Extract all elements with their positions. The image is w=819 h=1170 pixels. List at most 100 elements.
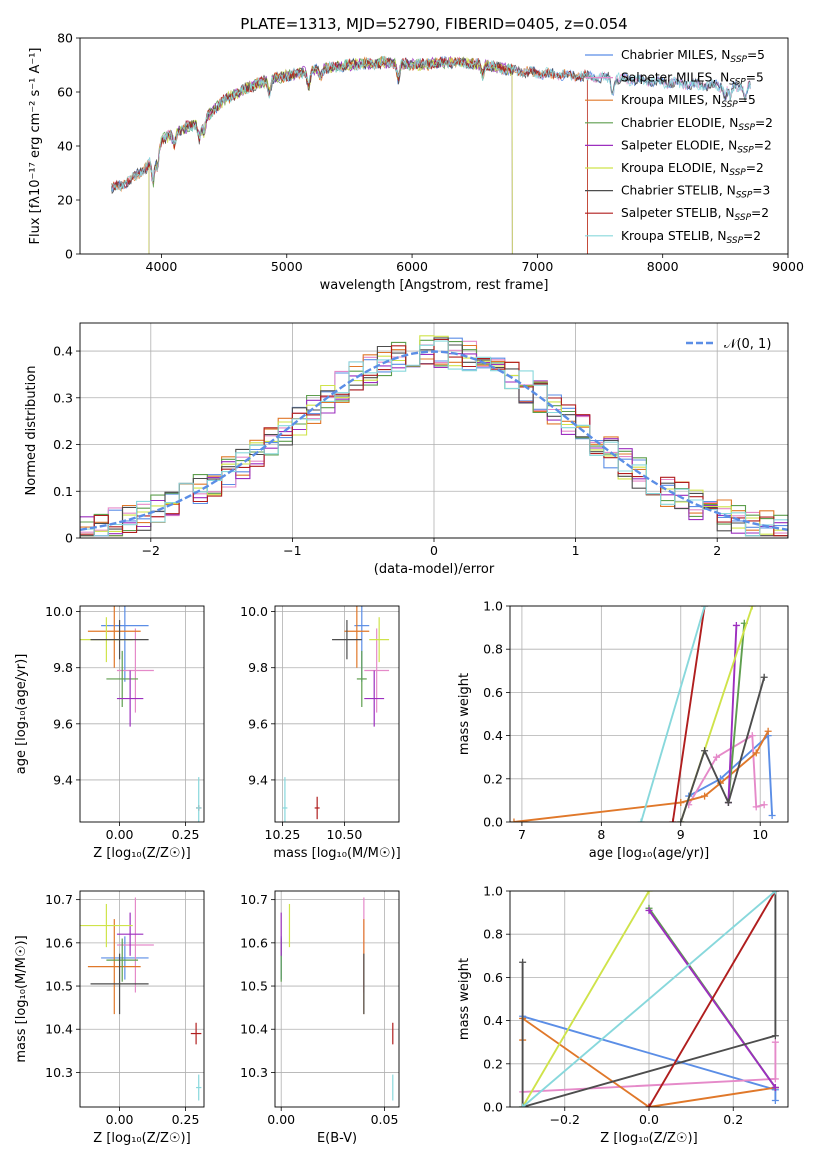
errorbar-point <box>356 650 367 707</box>
legend-text: Salpeter ELODIE, N <box>621 138 737 152</box>
legend-label: Salpeter ELODIE, NSSP=2 <box>621 138 772 155</box>
y-tick-label: 10.7 <box>45 892 73 907</box>
x-tick-label: −1 <box>283 543 301 558</box>
plot-area <box>519 891 779 1107</box>
y-tick-label: 0.2 <box>53 437 73 452</box>
axes-frame <box>79 37 789 255</box>
weight-marker <box>701 606 709 610</box>
weight-marker <box>771 1097 779 1105</box>
weight-marker <box>713 753 721 761</box>
legend-label: Kroupa MILES, NSSP=5 <box>621 93 756 110</box>
legend-text: Kroupa MILES, N <box>621 93 721 107</box>
x-tick-label: 4000 <box>146 259 178 274</box>
y-tick-label: 10.3 <box>240 1065 268 1080</box>
x-axis-label: Z [log₁₀(Z/Z☉)] <box>93 846 190 861</box>
errorbar-point <box>369 617 390 663</box>
y-tick-label: 0.4 <box>483 1013 503 1028</box>
y-tick-label: 10.7 <box>240 892 268 907</box>
y-tick-labels: 0.0 0.2 0.4 0.6 0.8 1.0 <box>483 884 510 1115</box>
axes-frame <box>79 890 205 1108</box>
y-tick-labels: 0 20 40 60 80 <box>57 31 80 262</box>
errorbar-point <box>314 796 320 820</box>
spectrum-line <box>110 56 751 192</box>
legend-subscript: SSP <box>729 168 746 178</box>
weight-marker <box>645 1103 653 1107</box>
x-tick-labels: 0.00 0.25 <box>106 1107 199 1127</box>
y-tick-labels: 9.4 9.6 9.8 10.0 <box>45 604 80 787</box>
errorbar-point <box>364 628 390 713</box>
y-tick-label: 0 <box>65 247 73 262</box>
y-tick-label: 9.8 <box>248 660 268 675</box>
legend-text: Salpeter STELIB, N <box>621 206 734 220</box>
panel-age_vs_mass: 10.25 10.50 9.4 9.6 9.8 10.0 mass [log₁₀(M/M☉)… <box>240 604 401 861</box>
panel-age_vs_Z: 0.00 0.25 9.4 9.6 9.8 10.0 Z [log₁₀(Z/Z☉)] age … <box>14 604 205 861</box>
y-axis-label: age [log₁₀(age/yr)] <box>14 654 29 775</box>
x-tick-labels: 0.00 0.25 <box>106 822 199 842</box>
weight-marker <box>669 818 677 822</box>
y-tick-labels: 9.4 9.6 9.8 10.0 <box>240 604 275 787</box>
y-axis-label: mass weight <box>457 958 472 1040</box>
weight-marker <box>645 906 653 914</box>
weight-marker <box>752 749 760 757</box>
errorbar-point <box>90 953 149 1015</box>
weight-marker <box>724 799 732 807</box>
x-axis-label: wavelength [Angstrom, rest frame] <box>320 278 549 293</box>
legend-subscript: SSP <box>730 55 747 65</box>
spectrum-line <box>148 56 513 254</box>
plot-area <box>110 55 751 254</box>
weight-line <box>640 606 706 822</box>
x-tick-label: 0.2 <box>723 1112 743 1127</box>
legend-text: Chabrier ELODIE, N <box>621 116 738 130</box>
legend-text: Kroupa ELODIE, N <box>621 161 729 175</box>
plot-area <box>80 606 202 822</box>
x-axis-label: mass [log₁₀(M/M☉)] <box>273 846 400 861</box>
x-tick-labels: −2 −1 0 1 2 <box>142 538 721 558</box>
x-tick-label: 0 <box>430 543 438 558</box>
y-tick-label: 10.0 <box>45 604 73 619</box>
weight-marker <box>510 818 518 822</box>
y-tick-label: 60 <box>57 85 73 100</box>
y-tick-label: 0.2 <box>483 771 503 786</box>
y-tick-label: 9.6 <box>248 716 268 731</box>
legend-subscript: SSP <box>738 123 755 133</box>
x-tick-label: −2 <box>142 543 160 558</box>
panel-residuals: −2 −1 0 1 2 0 0.1 0.2 0.3 0.4 (data-model)/error No… <box>24 322 789 577</box>
legend-label: 𝒩(0, 1) <box>724 337 771 352</box>
legend-suffix: =2 <box>755 116 773 130</box>
histogram-step <box>80 340 788 538</box>
errorbar-point <box>101 936 149 980</box>
legend-suffix: =3 <box>752 184 770 198</box>
x-tick-label: 8 <box>597 827 605 842</box>
x-tick-labels: 0.00 0.05 <box>267 1107 398 1127</box>
weight-marker <box>748 606 756 610</box>
weight-line <box>727 625 738 803</box>
y-tick-label: 10.6 <box>240 935 268 950</box>
weight-marker <box>760 673 768 681</box>
errorbar-point <box>282 777 288 822</box>
y-tick-label: 10.0 <box>240 604 268 619</box>
y-tick-label: 10.5 <box>45 979 73 994</box>
weight-marker <box>771 1075 779 1083</box>
y-tick-label: 0.4 <box>53 344 73 359</box>
x-tick-label: 8000 <box>647 259 679 274</box>
y-tick-label: 20 <box>57 193 73 208</box>
y-tick-label: 0.6 <box>483 970 503 985</box>
errorbar-point <box>344 606 370 668</box>
legend-label: Chabrier ELODIE, NSSP=2 <box>621 116 773 133</box>
weight-marker <box>645 891 653 895</box>
y-tick-label: 9.6 <box>53 716 73 731</box>
weight-marker <box>771 1032 779 1040</box>
weight-line <box>521 891 650 1107</box>
weight-marker <box>637 818 645 822</box>
y-tick-label: 10.4 <box>240 1022 268 1037</box>
legend-subscript: SSP <box>729 78 746 88</box>
spectrum-line <box>110 56 588 254</box>
errorbar-point <box>190 1022 202 1045</box>
x-tick-label: 0.0 <box>639 1112 659 1127</box>
legend-subscript: SSP <box>736 191 753 201</box>
errorbar-point <box>196 1074 202 1101</box>
y-tick-label: 0.3 <box>53 390 73 405</box>
x-axis-label: Z [log₁₀(Z/Z☉)] <box>93 1131 190 1146</box>
x-tick-label: 7000 <box>521 259 553 274</box>
